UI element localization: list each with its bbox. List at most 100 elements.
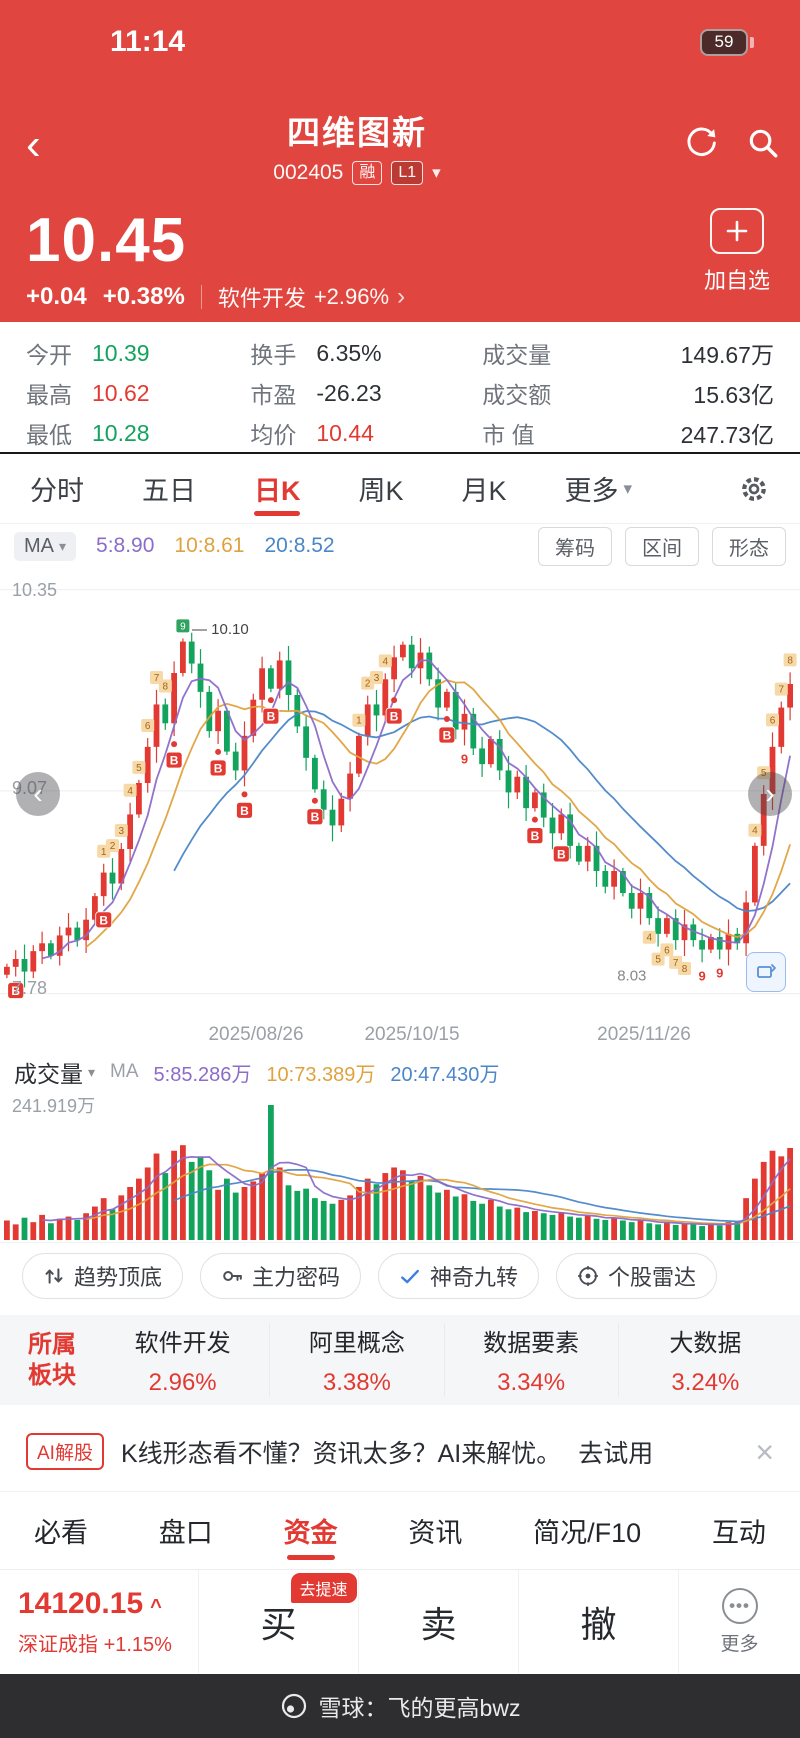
ma10-value: 10:8.61 <box>174 534 245 557</box>
sector-item-alibaba[interactable]: 阿里概念 3.38% <box>269 1323 443 1397</box>
svg-text:6: 6 <box>770 715 776 726</box>
candlestick-chart[interactable]: B B B B B B B B B B B 1 2 3 4 5 6 7 8 9 1 2 3 4 9 4 5 6 7 8 9 9 4 5 6 7 8— 1… <box>0 568 800 1020</box>
x-axis-labels: 2025/08/26 2025/10/15 2025/11/26 <box>0 1020 800 1052</box>
svg-text:7: 7 <box>779 685 785 696</box>
tab-news[interactable]: 资讯 <box>408 1518 463 1548</box>
index-name: 深证成指 <box>18 1634 98 1656</box>
gear-icon[interactable] <box>738 473 770 505</box>
x-label-2: 2025/10/15 <box>364 1024 460 1045</box>
svg-text:6: 6 <box>145 721 151 732</box>
search-icon[interactable] <box>746 126 780 165</box>
range-button[interactable]: 区间 <box>625 526 699 566</box>
price-section: 10.45 +0.04 +0.38% 软件开发 +2.96% › 加自选 <box>0 206 800 322</box>
buy-button[interactable]: 去提速 买 <box>198 1570 358 1674</box>
volume-chart-canvas[interactable] <box>0 1092 800 1242</box>
svg-text:1: 1 <box>356 716 362 727</box>
tab-funds[interactable]: 资金 <box>284 1492 338 1569</box>
ai-try-link[interactable]: 去试用 <box>578 1439 654 1468</box>
sector-item-software[interactable]: 软件开发 2.96% <box>134 1330 231 1396</box>
refresh-icon[interactable] <box>684 126 718 165</box>
status-time: 11:14 <box>110 25 186 58</box>
sector-link-pct: +2.96% <box>313 284 390 310</box>
tab-profile-f10[interactable]: 简况/F10 <box>533 1518 642 1548</box>
volume-selector[interactable]: 成交量 ▾ <box>14 1055 95 1089</box>
sector-section-title: 所属 板块 <box>28 1330 76 1389</box>
y-axis-label-top: 10.35 <box>12 580 58 600</box>
tab-5day[interactable]: 五日 <box>142 476 196 506</box>
index-pct: +1.15% <box>103 1634 172 1656</box>
ellipsis-icon: ••• <box>721 1588 758 1624</box>
key-icon <box>223 1270 242 1281</box>
current-price: 10.45 <box>26 206 187 275</box>
price-change: +0.04 <box>26 283 87 311</box>
svg-text:B: B <box>214 761 223 775</box>
sector-item-data-elements[interactable]: 数据要素 3.34% <box>443 1323 618 1397</box>
ma-selector-label: MA <box>24 534 54 557</box>
chevron-right-icon: › <box>397 283 406 311</box>
chart-scroll-left-button[interactable]: ‹ <box>16 772 60 816</box>
nine-turn-button[interactable]: 神奇九转 <box>378 1252 540 1299</box>
close-icon[interactable]: × <box>755 1433 774 1470</box>
svg-text:B: B <box>170 754 179 768</box>
svg-text:2: 2 <box>365 679 371 690</box>
stat-turnover: 换手 6.35% <box>250 339 382 369</box>
back-button[interactable]: ‹ <box>26 120 41 169</box>
stats-grid: 今开 10.39 换手 6.35% 成交量 149.67万 最高 10.62 市盈 -26… <box>0 322 800 452</box>
sector-item-big-data[interactable]: 大数据 3.24% <box>617 1323 792 1397</box>
tab-must-see[interactable]: 必看 <box>34 1518 88 1548</box>
chevron-down-icon: ▾ <box>623 478 633 498</box>
plus-icon <box>709 208 764 254</box>
chevron-down-icon[interactable]: ▾ <box>432 162 441 182</box>
svg-text:B: B <box>311 810 320 824</box>
index-quote-block[interactable]: 14120.15 ^ 深证成指 +1.15% <box>0 1570 198 1674</box>
trend-topbottom-button[interactable]: 趋势顶底 <box>22 1252 184 1299</box>
battery-level: 59 <box>700 28 748 56</box>
sell-button[interactable]: 卖 <box>358 1570 518 1674</box>
more-label: 更多 <box>720 1634 759 1655</box>
volume-chart[interactable]: 241.919万 <box>0 1092 800 1242</box>
svg-text:2: 2 <box>110 841 116 852</box>
tab-interaction[interactable]: 互动 <box>711 1518 766 1548</box>
svg-text:8: 8 <box>682 964 688 975</box>
svg-text:4: 4 <box>127 786 133 797</box>
tab-minute[interactable]: 分时 <box>30 476 84 506</box>
chips-button[interactable]: 筹码 <box>538 526 612 566</box>
stat-open: 今开 10.39 <box>26 339 150 369</box>
app-header: ‹ 四维图新 002405 融 L1 ▾ <box>0 84 800 206</box>
svg-text:8: 8 <box>787 655 793 666</box>
svg-text:3: 3 <box>119 826 125 837</box>
svg-text:9: 9 <box>698 968 705 983</box>
tab-monthly-k[interactable]: 月K <box>461 476 507 506</box>
y-axis-label-bottom: 7.78 <box>12 978 48 998</box>
tab-daily-k[interactable]: 日K <box>254 454 301 523</box>
svg-text:6: 6 <box>664 945 670 956</box>
x-label-1: 2025/08/26 <box>208 1024 304 1045</box>
tab-more[interactable]: 更多 ▾ <box>565 454 633 523</box>
trend-topbottom-label: 趋势顶底 <box>74 1264 163 1290</box>
chart-scroll-right-button[interactable]: › <box>748 772 792 816</box>
tab-order-book[interactable]: 盘口 <box>158 1518 213 1548</box>
index-value: 14120.15 <box>18 1587 144 1620</box>
svg-text:7: 7 <box>154 673 160 684</box>
more-button[interactable]: ••• 更多 <box>678 1570 800 1674</box>
stock-radar-button[interactable]: 个股雷达 <box>556 1252 718 1299</box>
divider <box>200 285 202 310</box>
radar-icon <box>578 1265 598 1286</box>
ai-banner-text: K线形态看不懂？资讯太多？AI来解忧。 <box>120 1439 562 1468</box>
cancel-order-button[interactable]: 撤 <box>518 1570 678 1674</box>
header-title-block[interactable]: 四维图新 002405 融 L1 ▾ <box>74 106 640 185</box>
ai-badge: AI解股 <box>26 1433 104 1470</box>
sector-link[interactable]: 软件开发 +2.96% › <box>218 281 405 313</box>
pattern-button[interactable]: 形态 <box>712 526 786 566</box>
stock-code: 002405 <box>273 160 344 184</box>
tab-weekly-k[interactable]: 周K <box>358 476 404 506</box>
ai-banner: AI解股 K线形态看不懂？资讯太多？AI来解忧。 去试用 × <box>0 1412 800 1492</box>
main-force-button[interactable]: 主力密码 <box>200 1252 362 1299</box>
ma-selector[interactable]: MA ▾ <box>14 531 77 561</box>
battery-nub-icon <box>750 36 754 48</box>
landscape-rotate-icon[interactable] <box>746 952 786 992</box>
stat-avg-price: 均价 10.44 <box>250 419 374 449</box>
volume-ma10-value: 10:73.389万 <box>266 1063 376 1086</box>
add-watchlist-button[interactable]: 加自选 <box>704 208 770 295</box>
